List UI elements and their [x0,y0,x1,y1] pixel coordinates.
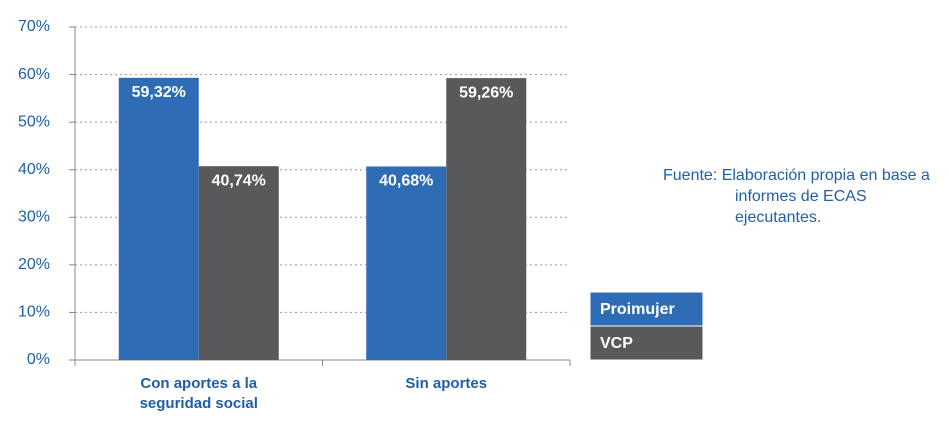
legend-label: VCP [600,335,633,352]
y-tick-label: 50% [18,113,50,130]
legend-swatch [589,291,704,327]
bar [118,77,199,361]
y-tick-label: 10% [18,304,50,321]
data-label: 40,68% [379,173,433,190]
data-label: 59,32% [132,84,186,101]
bar [446,78,527,361]
legend-swatch [589,325,704,361]
y-tick-label: 70% [18,18,50,35]
y-tick-label: 40% [18,161,50,178]
y-tick-label: 0% [27,351,50,368]
x-tick-label: Con aportes a la seguridad social [139,375,258,412]
y-tick-label: 20% [18,256,50,273]
y-tick-label: 30% [18,209,50,226]
data-label: 59,26% [459,84,513,101]
data-label: 40,74% [212,172,266,189]
bar [366,166,447,360]
source-note: Fuente: Elaboración propia en base a inf… [663,167,930,226]
x-tick-label: Sin aportes [405,375,488,392]
y-tick-label: 60% [18,66,50,83]
legend-label: Proimujer [600,301,675,318]
bar [198,166,279,360]
